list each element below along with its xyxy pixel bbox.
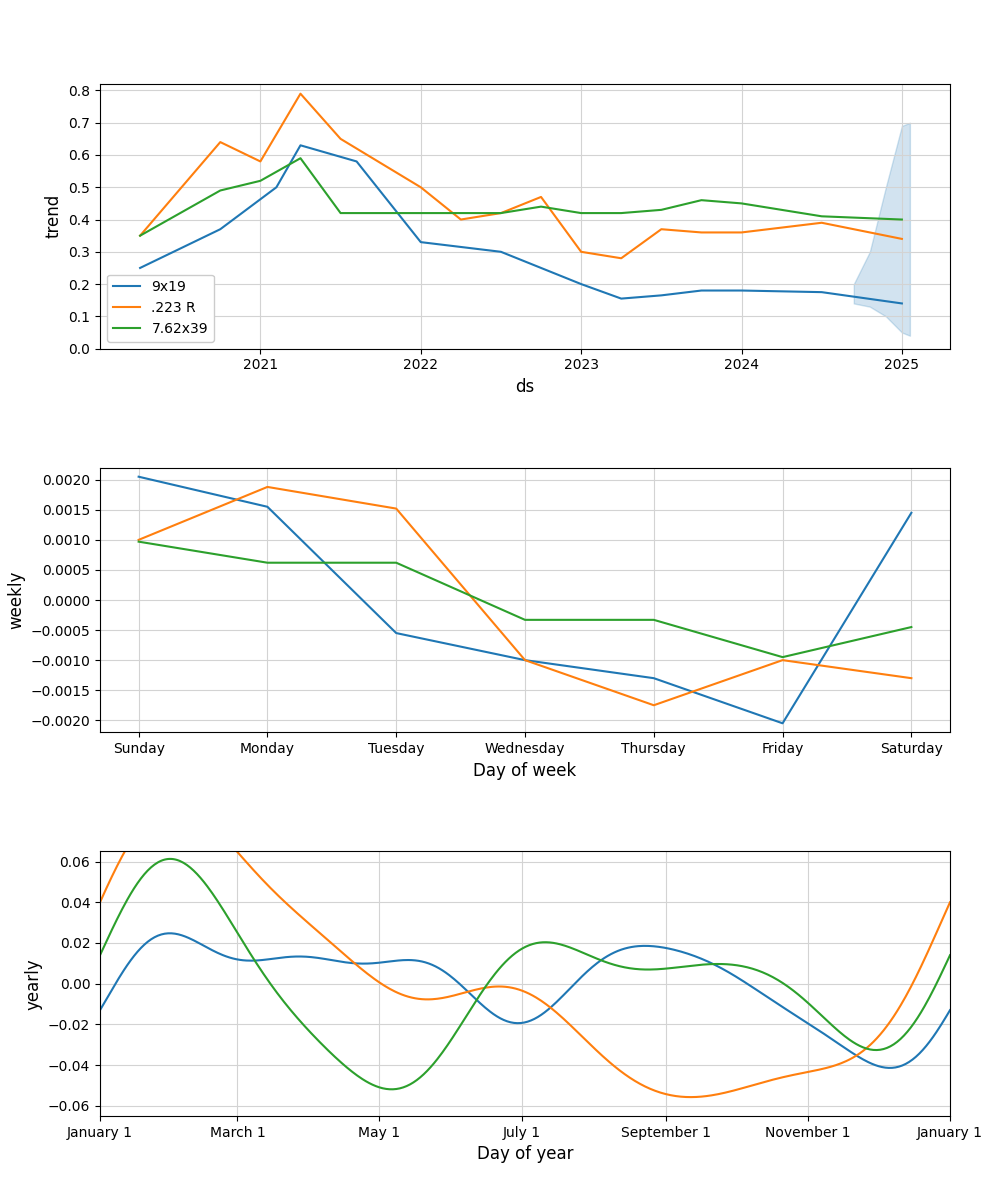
.223 R bbox=[655, 222, 667, 236]
9x19 bbox=[294, 138, 306, 152]
Line: 7.62x39: 7.62x39 bbox=[140, 158, 902, 235]
X-axis label: Day of year: Day of year bbox=[477, 1145, 573, 1163]
7.62x39 bbox=[615, 206, 627, 221]
.223 R bbox=[736, 226, 748, 240]
9x19 bbox=[134, 260, 146, 275]
9x19 bbox=[415, 235, 427, 250]
7.62x39 bbox=[695, 193, 707, 208]
.223 R bbox=[335, 132, 347, 146]
9x19 bbox=[495, 245, 507, 259]
Line: .223 R: .223 R bbox=[140, 94, 902, 258]
Y-axis label: trend: trend bbox=[45, 194, 63, 239]
9x19 bbox=[270, 180, 282, 194]
X-axis label: ds: ds bbox=[515, 378, 535, 396]
.223 R bbox=[415, 180, 427, 194]
9x19 bbox=[351, 155, 363, 169]
Y-axis label: weekly: weekly bbox=[7, 571, 25, 629]
7.62x39 bbox=[896, 212, 908, 227]
9x19 bbox=[655, 288, 667, 302]
9x19 bbox=[575, 277, 587, 292]
9x19 bbox=[695, 283, 707, 298]
Line: 9x19: 9x19 bbox=[140, 145, 902, 304]
.223 R bbox=[134, 228, 146, 242]
7.62x39 bbox=[415, 206, 427, 221]
9x19 bbox=[214, 222, 226, 236]
.223 R bbox=[254, 155, 266, 169]
7.62x39 bbox=[816, 209, 828, 223]
7.62x39 bbox=[495, 206, 507, 221]
.223 R bbox=[575, 245, 587, 259]
7.62x39 bbox=[655, 203, 667, 217]
7.62x39 bbox=[335, 206, 347, 221]
7.62x39 bbox=[294, 151, 306, 166]
.223 R bbox=[615, 251, 627, 265]
.223 R bbox=[455, 212, 467, 227]
.223 R bbox=[495, 206, 507, 221]
9x19 bbox=[816, 284, 828, 299]
7.62x39 bbox=[134, 228, 146, 242]
7.62x39 bbox=[214, 184, 226, 198]
9x19 bbox=[896, 296, 908, 311]
.223 R bbox=[294, 86, 306, 101]
Y-axis label: yearly: yearly bbox=[24, 958, 42, 1009]
.223 R bbox=[896, 232, 908, 246]
9x19 bbox=[615, 292, 627, 306]
7.62x39 bbox=[736, 196, 748, 210]
9x19 bbox=[736, 283, 748, 298]
.223 R bbox=[695, 226, 707, 240]
7.62x39 bbox=[575, 206, 587, 221]
7.62x39 bbox=[455, 206, 467, 221]
.223 R bbox=[816, 216, 828, 230]
7.62x39 bbox=[535, 199, 547, 214]
7.62x39 bbox=[254, 174, 266, 188]
X-axis label: Day of week: Day of week bbox=[473, 762, 577, 780]
.223 R bbox=[535, 190, 547, 204]
.223 R bbox=[214, 134, 226, 149]
Legend: 9x19, .223 R, 7.62x39: 9x19, .223 R, 7.62x39 bbox=[107, 275, 214, 342]
